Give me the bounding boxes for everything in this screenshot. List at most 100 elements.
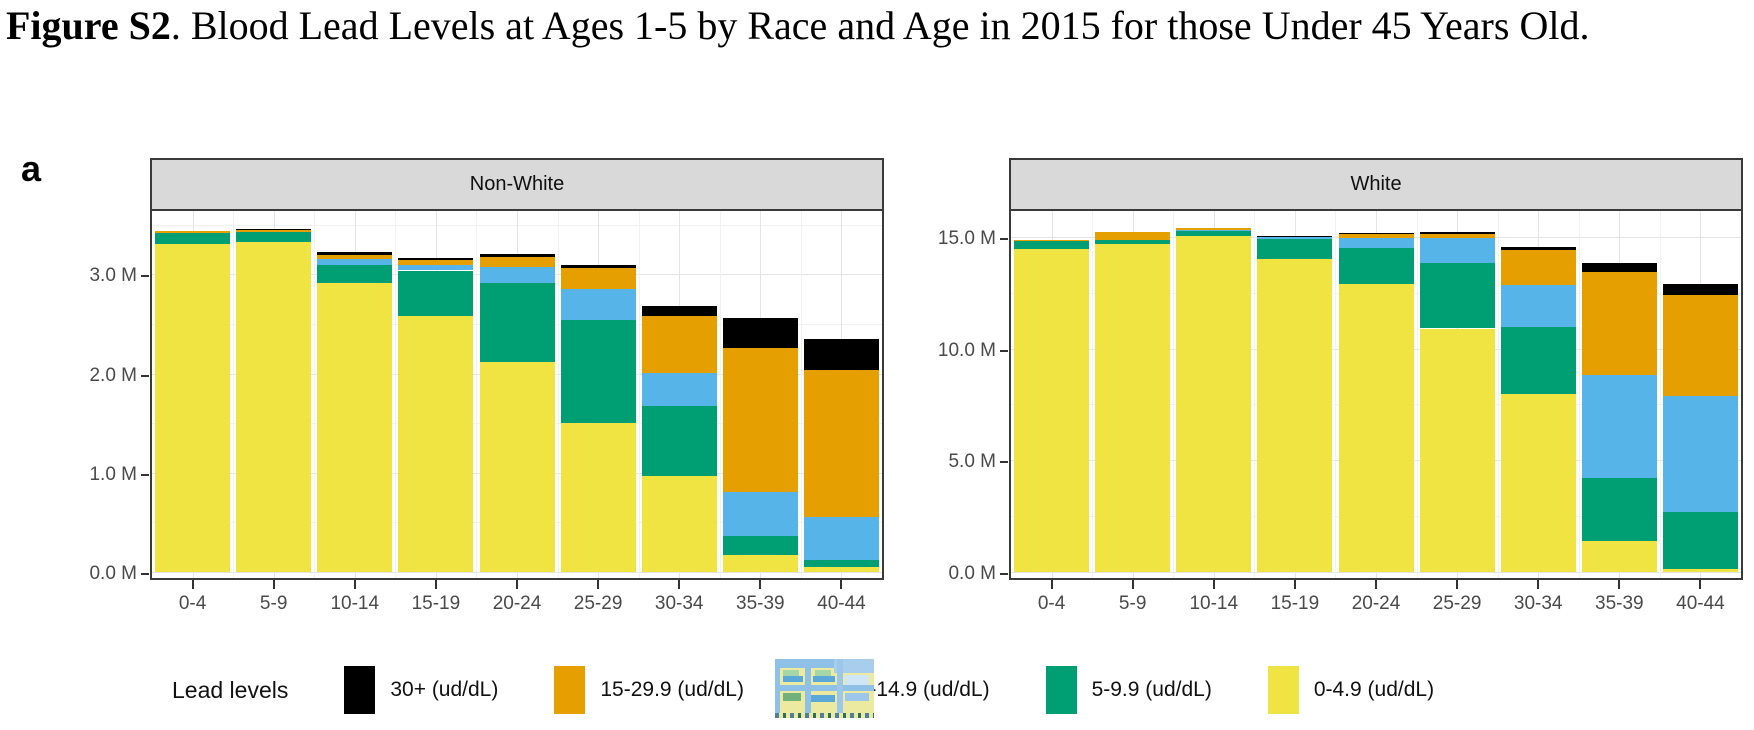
facet-strip: White	[1009, 158, 1743, 211]
gridline-vertical-minor	[314, 211, 316, 578]
bar-segment	[641, 316, 717, 373]
x-axis-tick	[1050, 580, 1053, 589]
y-axis-tick-label: 2.0 M	[89, 364, 137, 386]
x-axis-tick-label: 30-34	[1513, 593, 1563, 614]
bar-segment	[1500, 327, 1576, 395]
gridline-vertical-minor	[395, 211, 397, 578]
gridline-vertical-minor	[476, 211, 478, 578]
y-axis-tick	[1000, 461, 1008, 464]
glitch-artifact-part	[844, 693, 869, 701]
x-axis-tick	[678, 580, 681, 589]
x-axis-tick-label: 15-19	[1270, 593, 1320, 614]
x-axis-tick	[840, 580, 843, 589]
gridline-vertical-minor	[1578, 211, 1580, 578]
legend-item-label: 10-14.9 (ud/dL)	[845, 678, 990, 701]
bar-segment	[155, 232, 231, 244]
bar-segment	[722, 318, 798, 348]
bar-segment	[398, 257, 474, 260]
bar-segment	[1581, 271, 1657, 375]
x-axis-tick-label: 5-9	[259, 593, 288, 614]
glitch-artifact-part	[810, 695, 835, 702]
bar-segment	[1419, 263, 1495, 329]
bar-segment	[479, 266, 555, 284]
glitch-artifact-part	[782, 670, 799, 679]
gridline-vertical-minor	[1335, 211, 1337, 578]
glitch-artifact-part	[782, 676, 803, 682]
x-axis-tick	[191, 580, 194, 589]
bar-segment	[803, 338, 879, 370]
x-axis-tick	[1537, 580, 1540, 589]
glitch-artifact-part	[774, 713, 874, 718]
panel-label-a: a	[21, 148, 42, 189]
legend-swatch	[554, 666, 586, 714]
x-axis-tick	[272, 580, 275, 589]
bar-segment	[236, 241, 312, 572]
bar-segment	[398, 270, 474, 317]
figure-caption-number: Figure S2	[6, 3, 171, 48]
bar-segment	[1338, 233, 1414, 234]
bar-segment	[1176, 230, 1252, 237]
gridline-vertical-minor	[1254, 211, 1256, 578]
chart-panel	[1009, 211, 1743, 580]
legend-swatch	[1045, 666, 1077, 714]
legend-items: 30+ (ud/dL) 15-29.9 (ud/dL) 10-14.9 (ud/dL…	[344, 659, 1434, 718]
legend-item: 5-9.9 (ud/dL)	[1045, 666, 1212, 714]
glitch-artifact-part	[782, 693, 801, 701]
legend-swatch	[344, 666, 376, 714]
y-axis-tick-label: 0.0 M	[89, 563, 137, 584]
x-axis-tick	[597, 580, 600, 589]
x-axis-tick-label: 40-44	[1676, 593, 1725, 614]
gridline-vertical-minor	[638, 211, 640, 578]
glitch-artifact-part	[834, 659, 874, 673]
bar-segment	[1500, 284, 1576, 328]
legend-item-label: 15-29.9 (ud/dL)	[600, 678, 744, 701]
bar-segment	[398, 316, 474, 572]
bar-segment	[722, 555, 798, 572]
bar-segment	[317, 258, 393, 265]
glitch-artifact	[774, 659, 874, 718]
y-axis-tick	[1000, 573, 1008, 575]
bar-segment	[1581, 478, 1657, 542]
bar-segment	[722, 536, 798, 556]
glitch-artifact-part	[812, 676, 835, 682]
x-axis-tick-label: 30-34	[654, 593, 704, 614]
y-axis-tick-label: 15.0 M	[937, 227, 996, 249]
bar-segment	[1338, 283, 1414, 572]
bar-segment	[722, 347, 798, 492]
bar-segment	[398, 264, 474, 271]
bar-segment	[560, 289, 636, 321]
bar-segment	[1419, 232, 1495, 235]
bar-segment	[1338, 238, 1414, 248]
bar-segment	[479, 253, 555, 257]
y-axis-tick-label: 1.0 M	[89, 463, 137, 485]
x-axis-tick-label: 10-14	[330, 593, 380, 614]
y-axis-tick-label: 10.0 M	[937, 339, 996, 361]
x-axis-tick	[434, 580, 437, 589]
bar-segment	[1095, 239, 1171, 244]
facet-strip-label: Non-White	[469, 173, 565, 195]
chart-panel	[150, 211, 884, 580]
x-axis-tick	[1699, 580, 1702, 589]
bar-segment	[803, 369, 879, 518]
gridline-vertical-minor	[1416, 211, 1418, 578]
figure-caption-text: . Blood Lead Levels at Ages 1-5 by Race …	[170, 3, 1590, 48]
bar-segment	[641, 372, 717, 407]
x-axis-tick-label: 35-39	[1595, 593, 1644, 614]
bar-segment	[236, 229, 312, 232]
x-axis-tick-label: 10-14	[1189, 593, 1239, 614]
bar-segment	[479, 283, 555, 362]
bar-segment	[236, 231, 312, 242]
x-axis-tick-label: 35-39	[736, 593, 785, 614]
x-axis-tick-label: 40-44	[817, 593, 866, 614]
glitch-artifact-part	[844, 675, 869, 685]
bar-segment	[1419, 328, 1495, 572]
y-axis-tick-label: 5.0 M	[948, 451, 996, 473]
legend-item: 0-4.9 (ud/dL)	[1267, 666, 1434, 714]
bar-segment	[803, 560, 879, 568]
figure-caption: Figure S2. Blood Lead Levels at Ages 1-5…	[6, 0, 1589, 52]
gridline-vertical-minor	[1659, 211, 1661, 578]
x-axis-tick	[1618, 580, 1621, 589]
x-axis-tick	[1131, 580, 1134, 589]
bar-segment	[560, 264, 636, 268]
bar-segment	[1419, 234, 1495, 239]
